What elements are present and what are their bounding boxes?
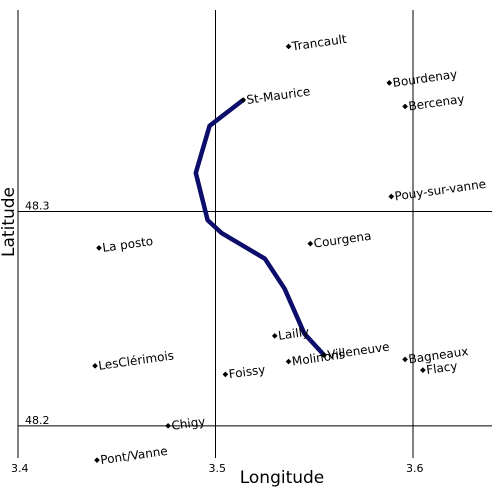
place-label: LesClérimois	[97, 348, 174, 372]
place-label: Molinons	[291, 347, 346, 368]
places-layer: Trancault Bourdenay St-Maurice Bercenay Pouy…	[92, 32, 487, 467]
place-marker: Flacy	[420, 359, 458, 377]
place-dot	[165, 423, 171, 429]
tick-labels: 3.4 3.5 3.6 48.3 48.2	[11, 199, 424, 475]
place-dot	[386, 80, 393, 86]
place-dot	[402, 356, 408, 363]
place-dot	[321, 352, 327, 358]
route-layer	[193, 97, 327, 358]
place-dot	[388, 193, 395, 200]
place-marker: Courgena	[307, 229, 372, 251]
place-dot	[271, 332, 278, 339]
place-marker: Lailly	[271, 325, 310, 343]
place-dot	[94, 457, 100, 463]
gridlines	[18, 10, 492, 458]
place-label: Pouy-sur-vanne	[394, 177, 487, 204]
place-marker: Pouy-sur-vanne	[388, 177, 487, 204]
place-marker: St-Maurice	[240, 84, 311, 107]
place-dot	[240, 97, 246, 103]
place-dot	[402, 103, 408, 110]
place-label: Courgena	[313, 229, 372, 251]
place-dot	[92, 362, 98, 369]
place-marker: Foissy	[222, 362, 266, 381]
place-marker: Chigy	[165, 414, 206, 433]
place-marker: Bourdenay	[386, 67, 458, 90]
place-dot	[285, 43, 292, 50]
place-label: Flacy	[425, 359, 458, 377]
place-marker: LesClérimois	[92, 348, 175, 373]
place-marker: Trancault	[285, 32, 348, 54]
place-label: Pont/Vanne	[99, 444, 168, 467]
place-dot	[420, 367, 426, 373]
place-label: Lailly	[277, 325, 310, 343]
place-dot	[285, 358, 292, 365]
place-marker: Pont/Vanne	[94, 444, 168, 467]
place-label: Foissy	[228, 362, 266, 381]
place-label: Chigy	[171, 414, 207, 433]
place-marker: La posto	[96, 234, 154, 255]
x-axis-title: Longitude	[240, 468, 325, 488]
x-tick-label: 3.5	[209, 462, 227, 475]
place-label: Bourdenay	[392, 67, 458, 90]
place-dot	[222, 371, 229, 378]
x-tick-label: 3.4	[11, 462, 29, 475]
place-label: La posto	[101, 234, 154, 255]
route-line	[193, 97, 327, 358]
place-marker: Bercenay	[402, 92, 466, 114]
y-tick-label: 48.2	[25, 414, 50, 427]
place-label: Bercenay	[408, 92, 466, 114]
place-dot	[96, 245, 102, 251]
place-label: Trancault	[290, 32, 348, 54]
x-tick-label: 3.6	[406, 462, 424, 475]
place-dot	[307, 240, 314, 247]
y-tick-label: 48.3	[25, 199, 50, 212]
place-label: St-Maurice	[246, 84, 312, 107]
place-marker: Molinons	[285, 347, 346, 369]
y-axis-title: Latitude	[0, 187, 19, 257]
